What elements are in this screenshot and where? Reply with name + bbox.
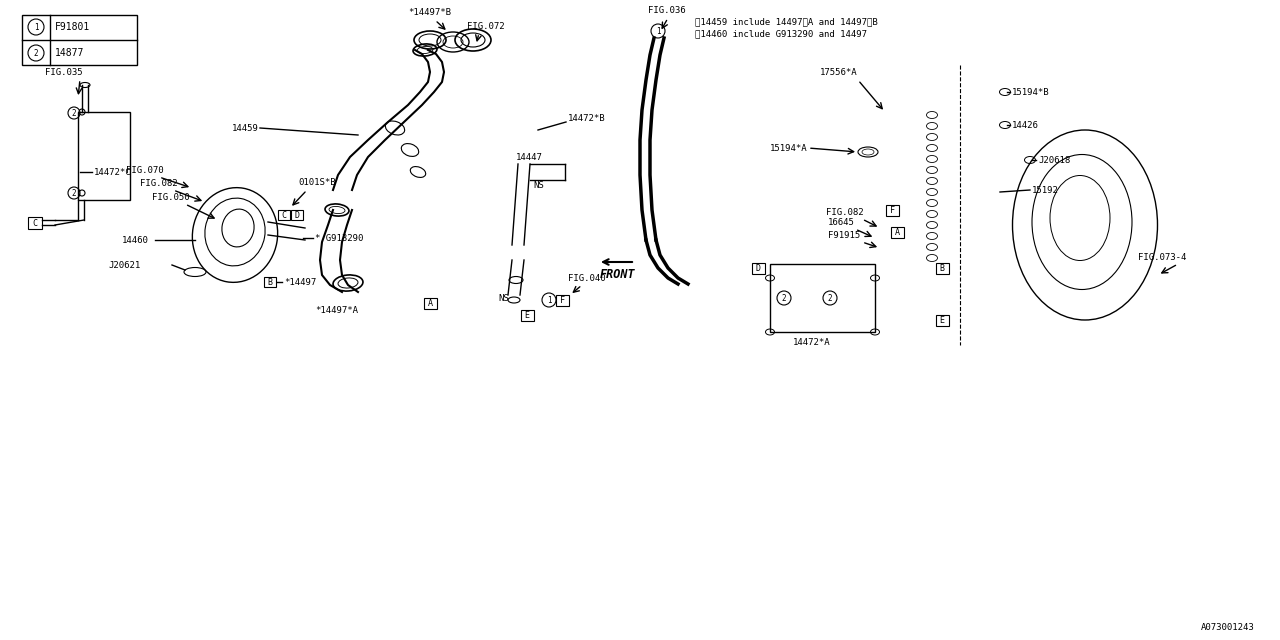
Text: D: D	[755, 264, 760, 273]
Text: F: F	[890, 205, 895, 214]
Text: B: B	[940, 264, 945, 273]
Text: 14472*B: 14472*B	[568, 113, 605, 122]
Text: ※14459 include 14497※A and 14497※B: ※14459 include 14497※A and 14497※B	[695, 17, 878, 26]
Text: NS: NS	[498, 294, 508, 303]
Text: NS: NS	[532, 180, 544, 189]
Text: C: C	[282, 211, 287, 220]
Text: C: C	[32, 218, 37, 227]
Bar	[78, 112, 131, 200]
Text: 1: 1	[655, 26, 660, 35]
Text: 17556*A: 17556*A	[820, 67, 858, 77]
Bar	[556, 294, 568, 305]
Text: F: F	[559, 296, 564, 305]
Text: 1: 1	[547, 296, 552, 305]
Text: 14426: 14426	[1012, 120, 1039, 129]
Text: D: D	[294, 211, 300, 220]
Text: 15192: 15192	[1032, 186, 1059, 195]
Bar	[291, 210, 303, 220]
Text: 15194*A: 15194*A	[771, 143, 808, 152]
Text: FIG.082: FIG.082	[826, 207, 864, 216]
Text: *14497: *14497	[284, 278, 316, 287]
Bar	[521, 310, 534, 321]
Bar	[278, 210, 291, 220]
Text: E: E	[525, 310, 530, 319]
Text: ※14460 include G913290 and 14497: ※14460 include G913290 and 14497	[695, 29, 867, 38]
Text: 2: 2	[72, 189, 77, 198]
Text: 16645: 16645	[828, 218, 855, 227]
Text: B: B	[268, 278, 273, 287]
Text: A: A	[895, 227, 900, 237]
Text: FIG.070: FIG.070	[125, 166, 164, 175]
Text: 2: 2	[33, 49, 38, 58]
Text: FIG.050: FIG.050	[152, 193, 189, 202]
Text: 14459: 14459	[232, 124, 259, 132]
Text: 14472*C: 14472*C	[93, 168, 132, 177]
Text: 15194*B: 15194*B	[1012, 88, 1050, 97]
Text: 0101S*B: 0101S*B	[298, 177, 335, 186]
Bar	[264, 277, 276, 287]
Text: 14472*A: 14472*A	[794, 337, 831, 346]
Text: 14877: 14877	[55, 48, 84, 58]
Text: *14497*B: *14497*B	[408, 8, 451, 17]
Text: A: A	[428, 298, 433, 307]
Bar	[22, 15, 137, 65]
Bar	[28, 217, 42, 229]
Bar	[886, 205, 899, 216]
Text: 14460: 14460	[122, 236, 148, 244]
Bar	[751, 262, 764, 273]
Text: 2: 2	[72, 109, 77, 118]
Text: FIG.082: FIG.082	[140, 179, 178, 188]
Text: FRONT: FRONT	[600, 268, 636, 280]
Text: J20621: J20621	[108, 260, 141, 269]
Bar	[936, 262, 948, 273]
Text: A073001243: A073001243	[1201, 623, 1254, 632]
Bar	[424, 298, 436, 308]
Text: 1: 1	[33, 22, 38, 31]
Bar	[891, 227, 904, 237]
Text: E: E	[940, 316, 945, 324]
Text: FIG.036: FIG.036	[648, 6, 686, 15]
Text: 14447: 14447	[516, 152, 543, 161]
Text: * G913290: * G913290	[315, 234, 364, 243]
Text: FIG.073-4: FIG.073-4	[1138, 253, 1187, 262]
Text: FIG.040: FIG.040	[568, 273, 605, 282]
Text: 2: 2	[828, 294, 832, 303]
Bar	[771, 264, 876, 332]
Text: FIG.035: FIG.035	[45, 67, 83, 77]
Text: J20618: J20618	[1038, 156, 1070, 164]
Bar	[936, 314, 948, 326]
Text: F91801: F91801	[55, 22, 91, 32]
Text: 2: 2	[782, 294, 786, 303]
Text: FIG.072: FIG.072	[467, 22, 504, 31]
Text: *14497*A: *14497*A	[315, 305, 358, 314]
Text: F91915: F91915	[828, 230, 860, 239]
